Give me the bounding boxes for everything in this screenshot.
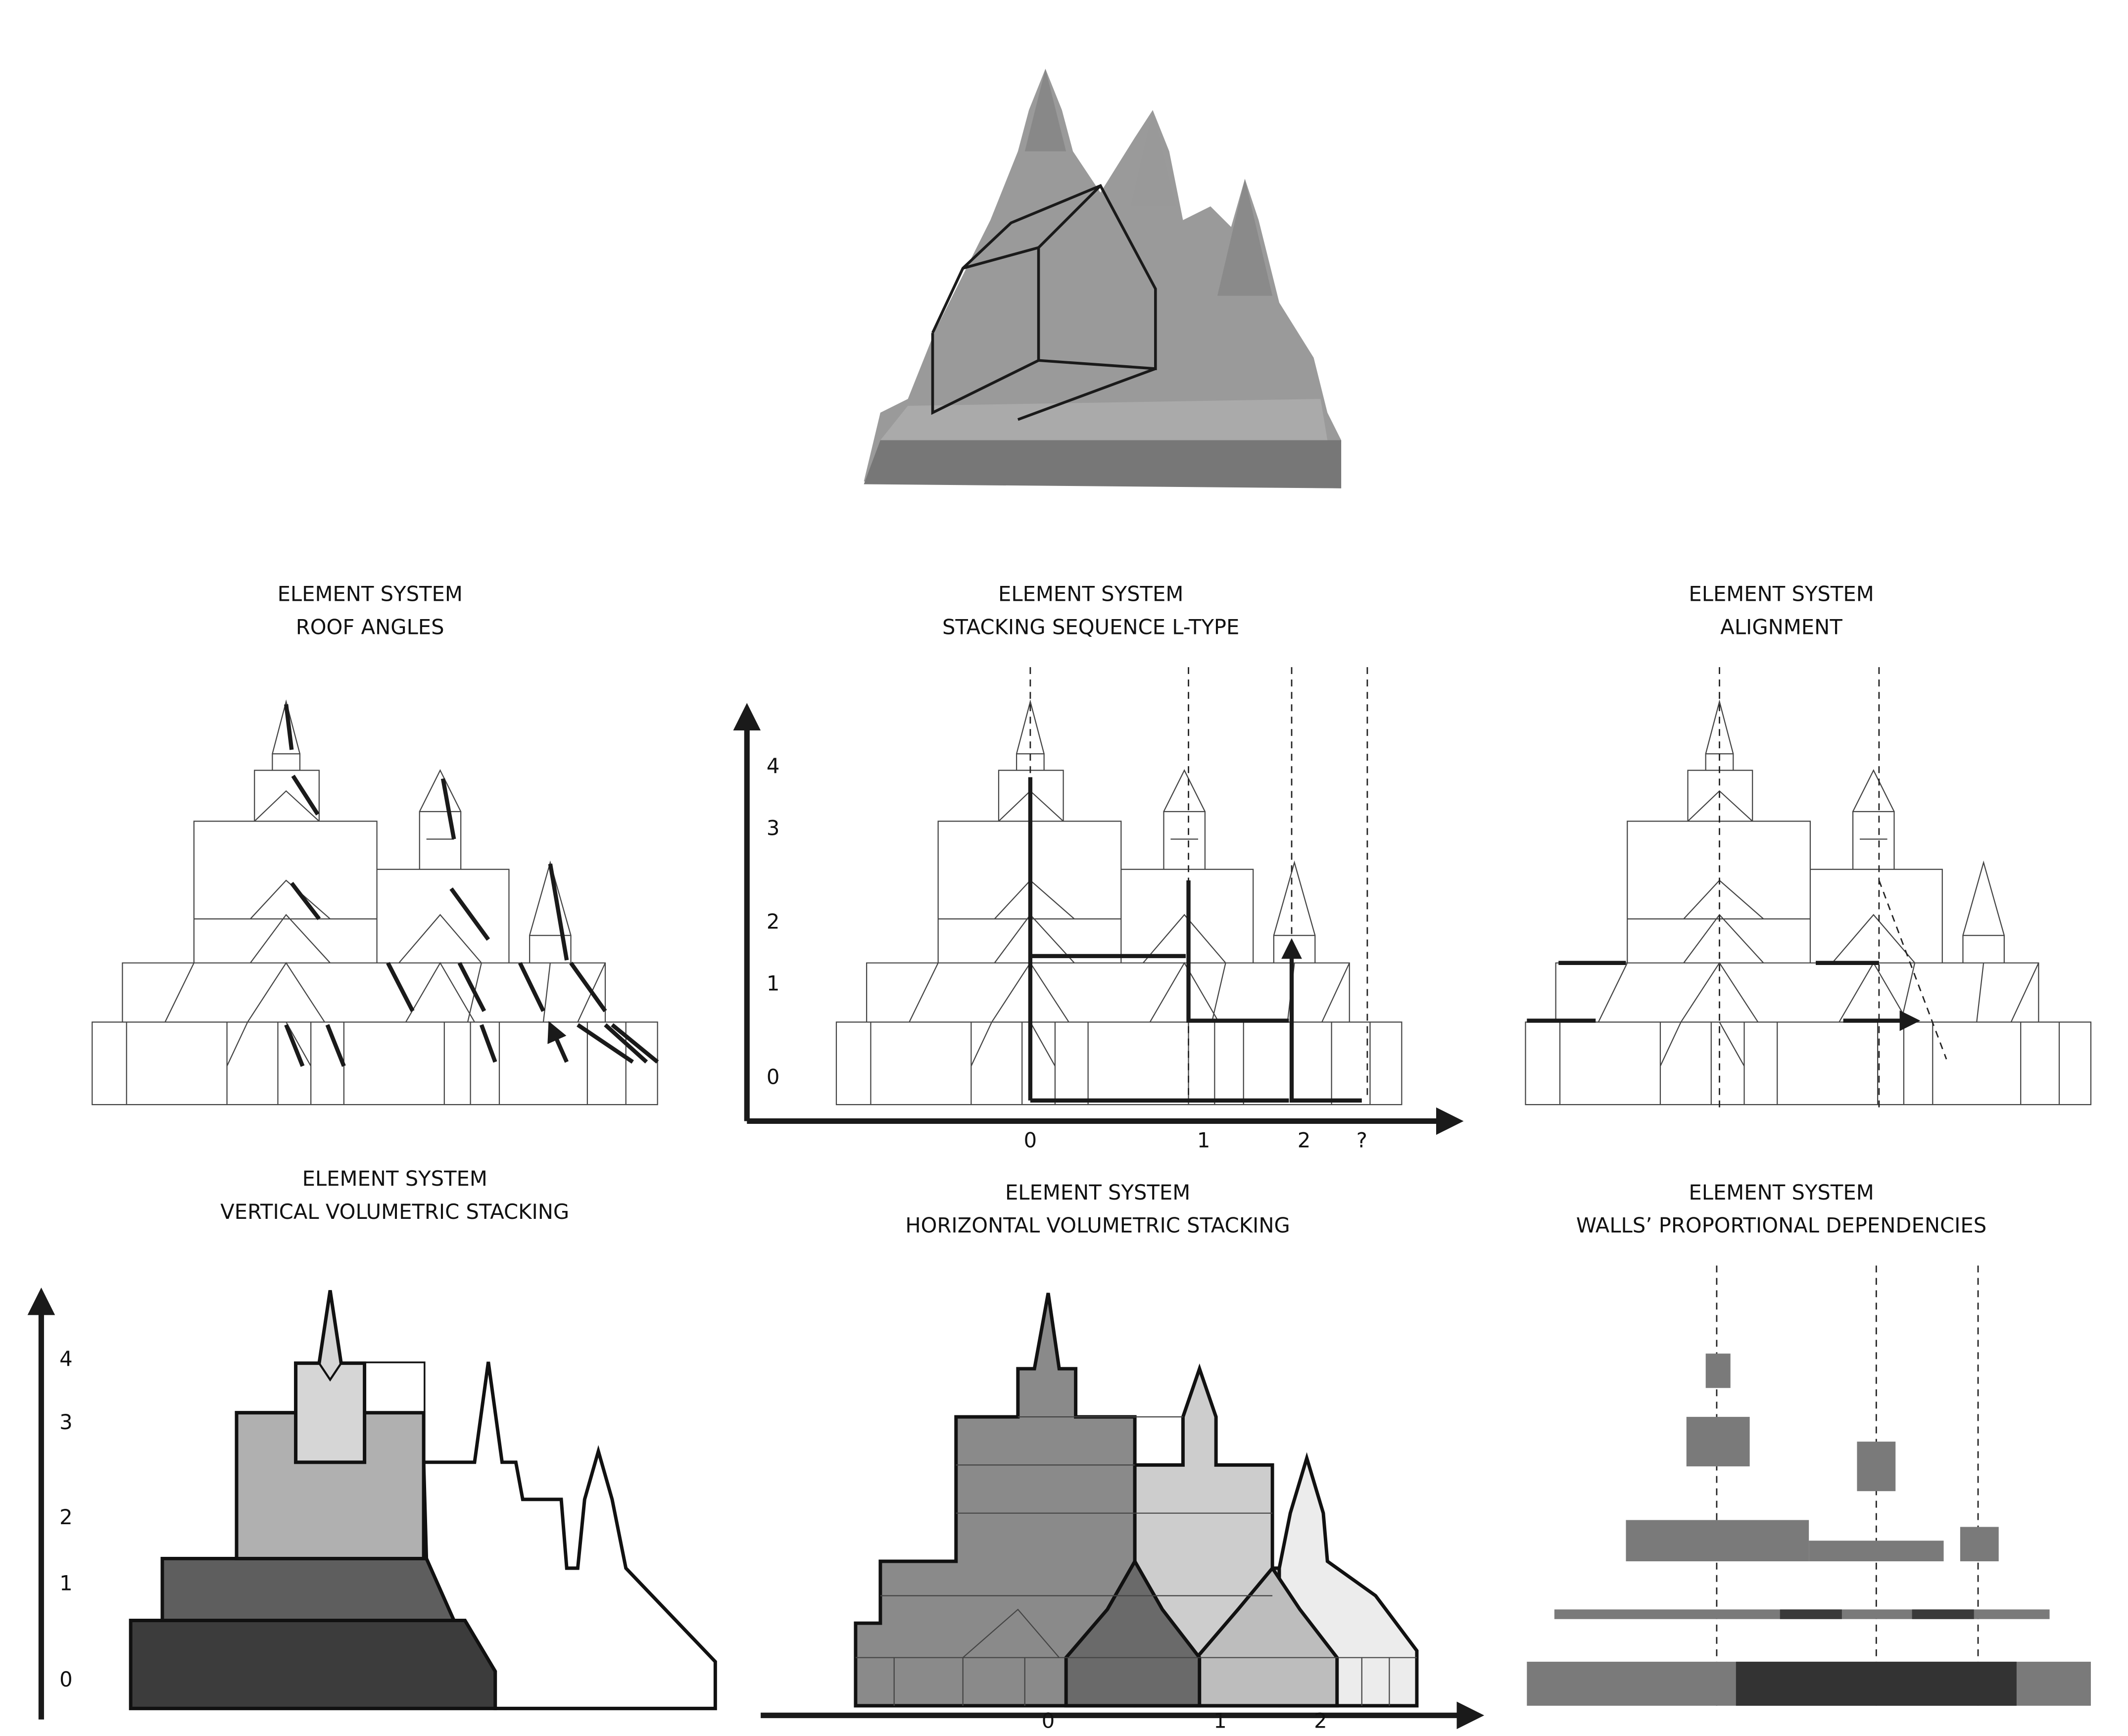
shape	[1912, 1609, 1974, 1619]
shape	[1195, 1565, 1339, 1708]
shape	[1029, 667, 1368, 1101]
y-label: 0	[59, 1667, 73, 1691]
shape	[864, 68, 1342, 488]
panel-subtitle: STACKING SEQUENCE L-TYPE	[942, 615, 1239, 639]
y-label: 1	[767, 971, 780, 995]
shape	[318, 1362, 342, 1382]
shape	[1028, 777, 1362, 1103]
panel-title: ELEMENT SYSTEM	[1689, 1180, 1874, 1205]
x-label: ?	[1356, 1128, 1367, 1152]
elevation-lines	[835, 699, 1403, 1106]
x-label: 0	[1042, 1708, 1055, 1733]
shape	[1736, 1661, 2017, 1706]
shape	[1217, 179, 1273, 296]
panel-subtitle: HORIZONTAL VOLUMETRIC STACKING	[905, 1213, 1290, 1238]
y-label: 3	[59, 1410, 73, 1434]
shape	[1130, 110, 1176, 206]
elevation	[835, 699, 1403, 1106]
shape	[1780, 1609, 1842, 1619]
wall-proportions	[1527, 1265, 2091, 1706]
shape	[931, 184, 1157, 415]
panel-subtitle: VERTICAL VOLUMETRIC STACKING	[220, 1200, 569, 1224]
y-label: 0	[767, 1064, 780, 1089]
shape	[284, 704, 659, 1067]
y-label: 3	[767, 816, 780, 840]
shape	[1064, 1557, 1202, 1708]
y-label: 2	[59, 1505, 73, 1529]
shape	[1719, 667, 1947, 1108]
shape	[1857, 1442, 1896, 1492]
panel-subtitle: ROOF ANGLES	[296, 615, 444, 639]
horizontal-stacking	[761, 1293, 1485, 1730]
x-label: 0	[1024, 1128, 1037, 1152]
shape	[1024, 68, 1066, 151]
shape	[1809, 1541, 1944, 1561]
x-label: 1	[1213, 1708, 1227, 1733]
alignment-marks	[1527, 667, 1947, 1108]
elevation-lines	[92, 699, 658, 1106]
shape	[1705, 1353, 1731, 1388]
roof-arrows	[284, 704, 659, 1067]
shape	[160, 1556, 457, 1622]
shape	[855, 1416, 1417, 1706]
shape	[1626, 1520, 1809, 1561]
panel-title: ELEMENT SYSTEM	[278, 582, 463, 606]
panel-title: ELEMENT SYSTEM	[1005, 1180, 1190, 1205]
y-label: 4	[767, 754, 780, 778]
x-label: 1	[1197, 1128, 1210, 1152]
panel-title: ELEMENT SYSTEM	[998, 582, 1183, 606]
panel-title: ELEMENT SYSTEM	[302, 1166, 487, 1191]
sequence-axes	[733, 667, 1464, 1135]
panel-subtitle: ALIGNMENT	[1720, 615, 1842, 639]
panel-subtitle: WALLS’ PROPORTIONAL DEPENDENCIES	[1576, 1213, 1986, 1238]
elevation	[1525, 699, 2092, 1106]
x-label: 2	[1314, 1708, 1327, 1733]
panel-title: ELEMENT SYSTEM	[1689, 582, 1874, 606]
church-photo	[864, 68, 1342, 488]
shape	[962, 246, 1156, 421]
shape	[1960, 1527, 1999, 1561]
shape	[294, 1290, 367, 1464]
y-label: 4	[59, 1347, 73, 1371]
y-label: 1	[59, 1571, 73, 1595]
shape	[364, 1363, 424, 1413]
shape	[1716, 1265, 1979, 1706]
y-label: 2	[767, 909, 780, 933]
vertical-stacking	[27, 1287, 717, 1720]
elevation	[92, 699, 658, 1106]
elevation-lines	[1525, 699, 2092, 1106]
shape	[1686, 1417, 1750, 1467]
x-label: 2	[1298, 1128, 1311, 1152]
shape	[880, 399, 1328, 440]
labels: ELEMENT SYSTEM ROOF ANGLES ELEMENT SYSTEM S…	[59, 582, 1986, 1733]
shape	[864, 440, 1342, 488]
shape	[129, 1619, 497, 1710]
shape	[1527, 961, 1916, 1021]
